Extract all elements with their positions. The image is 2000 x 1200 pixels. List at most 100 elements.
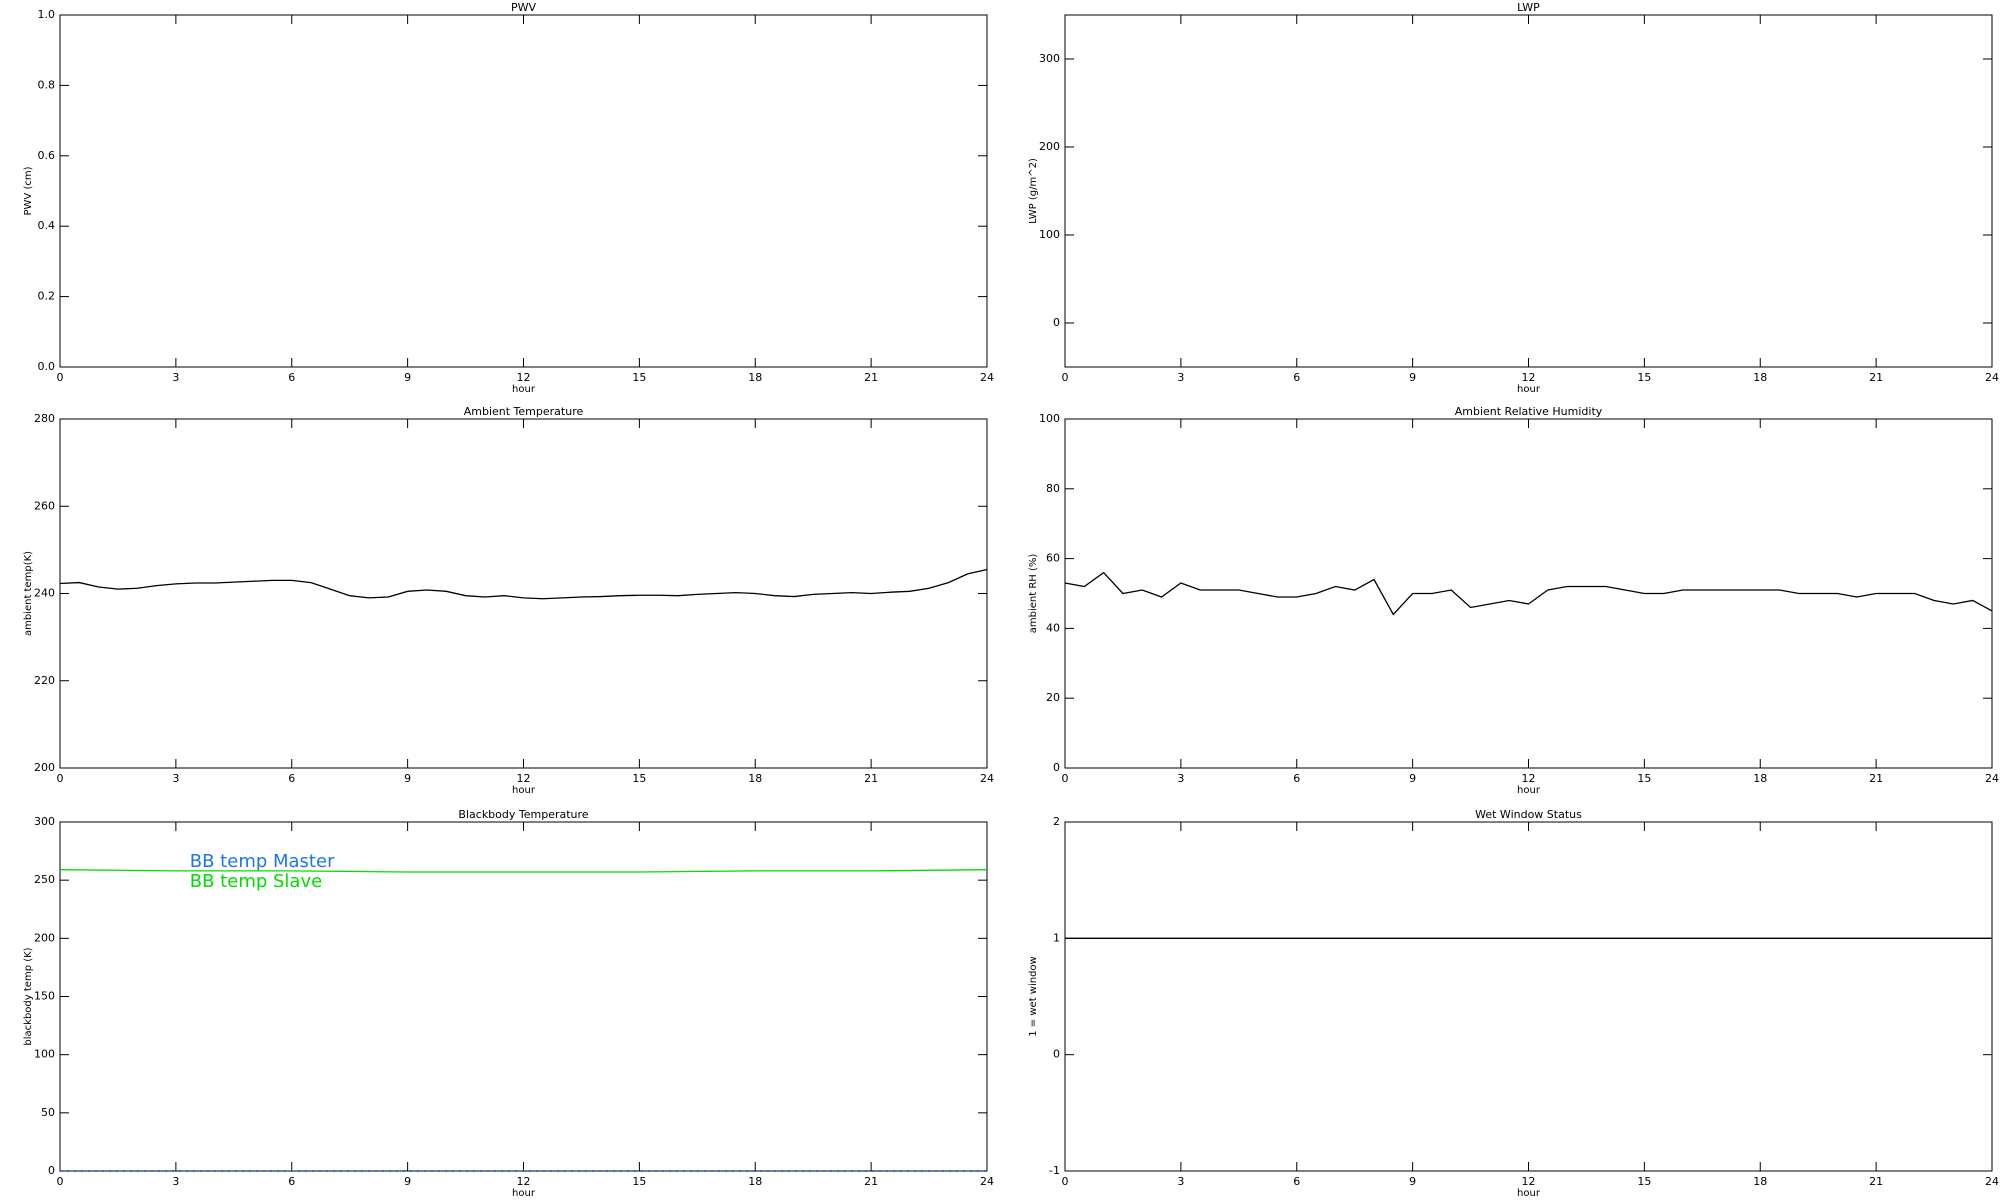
x-tick-label: 24 <box>980 1175 994 1188</box>
y-tick-label: 200 <box>34 761 55 774</box>
y-tick-label: 150 <box>34 990 55 1003</box>
x-tick-label: 15 <box>632 371 646 384</box>
x-tick-label: 21 <box>864 1175 878 1188</box>
x-tick-label: 0 <box>1062 371 1069 384</box>
x-tick-label: 6 <box>288 1175 295 1188</box>
plot-frame <box>1064 821 1993 1172</box>
x-tick-label: 15 <box>1637 1175 1651 1188</box>
y-tick-label: 0 <box>48 1164 55 1177</box>
y-tick-label: 0 <box>1053 761 1060 774</box>
y-tick-label: 200 <box>34 931 55 944</box>
x-tick-label: 21 <box>864 371 878 384</box>
y-tick-label: 0.2 <box>38 290 56 303</box>
x-tick-label: 15 <box>632 772 646 785</box>
y-tick-label: 300 <box>34 815 55 828</box>
chart-title: Blackbody Temperature <box>458 808 588 821</box>
x-tick-label: 18 <box>748 1175 762 1188</box>
y-axis-label: ambient RH (%) <box>1028 554 1039 634</box>
y-tick-label: 50 <box>41 1106 55 1119</box>
x-tick-label: 24 <box>1985 772 1999 785</box>
x-tick-label: 9 <box>1409 1175 1416 1188</box>
x-tick-label: 3 <box>1177 772 1184 785</box>
y-tick-label: 0.0 <box>38 360 56 373</box>
plot-frame <box>59 418 988 769</box>
y-tick-label: 100 <box>1039 412 1060 425</box>
legend-entry: BB temp Slave <box>190 871 322 892</box>
y-tick-label: 260 <box>34 499 55 512</box>
y-tick-label: 0 <box>1053 1048 1060 1061</box>
x-tick-label: 12 <box>517 1175 531 1188</box>
x-tick-label: 18 <box>1753 371 1767 384</box>
y-tick-label: 0.8 <box>38 78 56 91</box>
x-tick-label: 18 <box>1753 1175 1767 1188</box>
x-tick-label: 6 <box>1293 772 1300 785</box>
x-tick-label: 21 <box>864 772 878 785</box>
chart-title: LWP <box>1517 1 1540 14</box>
x-tick-label: 3 <box>172 772 179 785</box>
x-tick-label: 21 <box>1869 1175 1883 1188</box>
legend-entry: BB temp Master <box>190 851 335 872</box>
y-axis-label: blackbody temp (K) <box>23 947 34 1045</box>
x-axis-label: hour <box>512 384 536 395</box>
x-tick-label: 3 <box>172 371 179 384</box>
x-tick-label: 18 <box>748 371 762 384</box>
y-tick-label: 100 <box>1039 228 1060 241</box>
y-tick-label: -1 <box>1049 1164 1060 1177</box>
y-tick-label: 0.6 <box>38 149 56 162</box>
x-tick-label: 3 <box>172 1175 179 1188</box>
series-line <box>59 869 988 873</box>
x-tick-label: 0 <box>57 1175 64 1188</box>
x-tick-label: 6 <box>1293 1175 1300 1188</box>
x-tick-label: 6 <box>288 371 295 384</box>
plot-frame <box>1064 14 1993 368</box>
y-tick-label: 1 <box>1053 931 1060 944</box>
y-tick-label: 0.4 <box>38 219 56 232</box>
x-tick-label: 6 <box>288 772 295 785</box>
y-tick-label: 280 <box>34 412 55 425</box>
x-axis-label: hour <box>1517 1188 1541 1199</box>
y-tick-label: 100 <box>34 1048 55 1061</box>
x-tick-label: 24 <box>980 371 994 384</box>
x-tick-label: 3 <box>1177 371 1184 384</box>
x-tick-label: 12 <box>1522 371 1536 384</box>
y-tick-label: 1.0 <box>38 8 56 21</box>
x-tick-label: 12 <box>517 371 531 384</box>
x-tick-label: 15 <box>1637 772 1651 785</box>
x-axis-label: hour <box>512 785 536 796</box>
x-tick-label: 24 <box>1985 371 1999 384</box>
y-tick-label: 40 <box>1046 621 1060 634</box>
y-tick-label: 200 <box>1039 140 1060 153</box>
x-tick-label: 9 <box>404 371 411 384</box>
x-tick-label: 12 <box>1522 772 1536 785</box>
x-tick-label: 12 <box>1522 1175 1536 1188</box>
x-tick-label: 0 <box>1062 1175 1069 1188</box>
x-tick-label: 0 <box>57 371 64 384</box>
x-tick-label: 18 <box>1753 772 1767 785</box>
y-tick-label: 220 <box>34 674 55 687</box>
y-axis-label: LWP (g/m^2) <box>1028 158 1039 224</box>
x-tick-label: 21 <box>1869 772 1883 785</box>
x-tick-label: 0 <box>1062 772 1069 785</box>
x-tick-label: 24 <box>1985 1175 1999 1188</box>
x-tick-label: 9 <box>404 1175 411 1188</box>
x-tick-label: 21 <box>1869 371 1883 384</box>
series-line <box>1064 571 1993 616</box>
x-tick-label: 9 <box>1409 772 1416 785</box>
y-axis-label: 1 = wet window <box>1028 956 1039 1036</box>
y-axis-label: PWV (cm) <box>23 166 34 215</box>
series-line <box>59 568 988 600</box>
y-tick-label: 300 <box>1039 52 1060 65</box>
x-tick-label: 0 <box>57 772 64 785</box>
x-axis-label: hour <box>1517 785 1541 796</box>
plot-frame <box>1064 418 1993 769</box>
x-tick-label: 12 <box>517 772 531 785</box>
x-tick-label: 24 <box>980 772 994 785</box>
y-axis-label: ambient temp(K) <box>23 551 34 636</box>
x-tick-label: 6 <box>1293 371 1300 384</box>
x-tick-label: 9 <box>404 772 411 785</box>
x-tick-label: 9 <box>1409 371 1416 384</box>
y-tick-label: 80 <box>1046 482 1060 495</box>
x-tick-label: 3 <box>1177 1175 1184 1188</box>
chart-title: Ambient Relative Humidity <box>1455 405 1603 418</box>
